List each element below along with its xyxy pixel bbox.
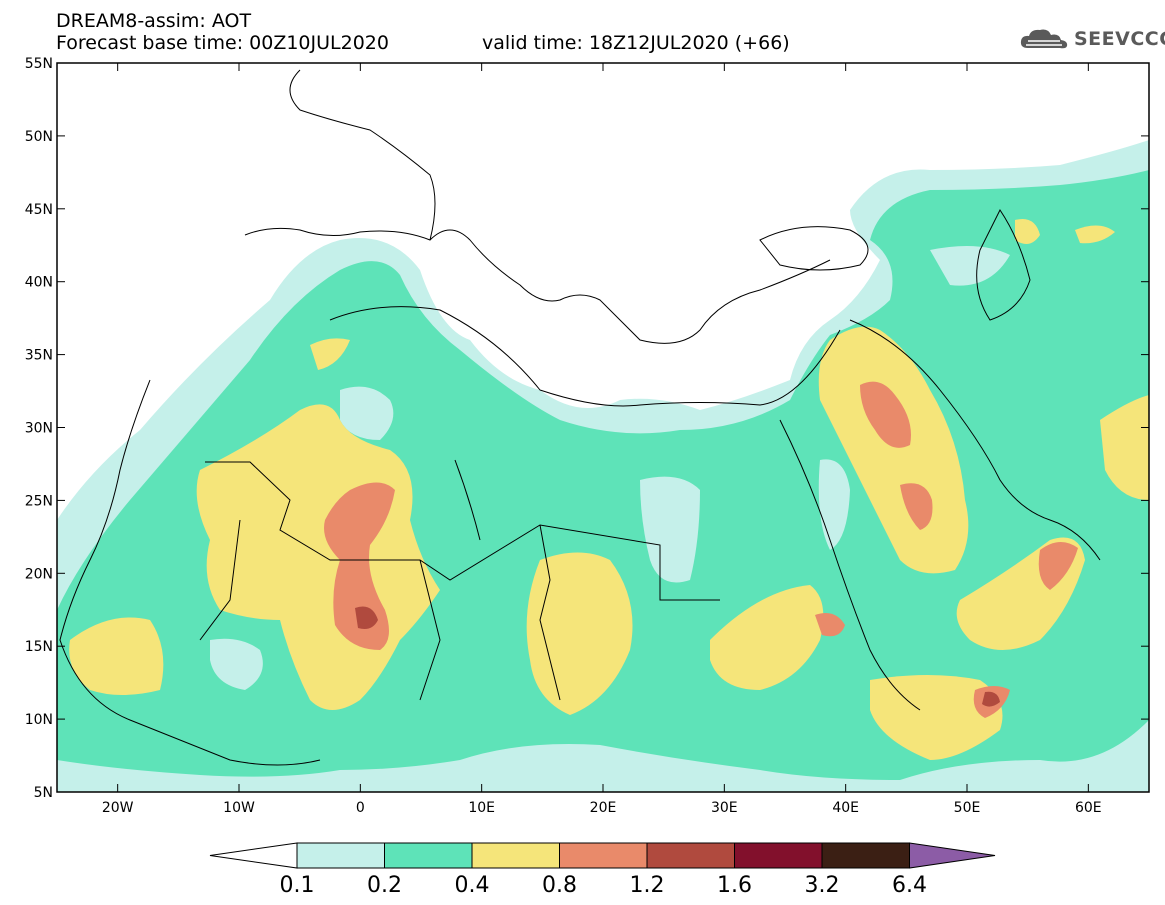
red-sea-coast	[779, 419, 921, 711]
lon-label: 20W	[102, 800, 134, 816]
colorbar-label: 0.4	[455, 873, 490, 898]
colorbar-min-arrow	[209, 842, 298, 869]
aot-band-1.2	[355, 606, 378, 629]
colorbar-label: 1.2	[630, 873, 665, 898]
aot-hole	[210, 638, 263, 690]
caspian-coast	[976, 209, 1031, 321]
lon-label: 50E	[954, 800, 981, 816]
seevccc-logo: SEEVCCC	[1018, 26, 1165, 52]
coastlines	[59, 69, 1101, 766]
colorbar-swatch	[646, 842, 735, 869]
aot-band-1.2	[982, 691, 1000, 707]
lon-label: 10W	[223, 800, 255, 816]
africa-borders	[199, 459, 720, 701]
aot-band-0.8	[815, 612, 845, 637]
cloud-icon	[1020, 29, 1068, 49]
lon-label: 10E	[468, 800, 495, 816]
lat-label: 55N	[25, 56, 53, 72]
aot-band-0.4	[1100, 395, 1149, 500]
map-title: DREAM8-assim: AOT	[56, 10, 252, 32]
africa-coast	[59, 306, 841, 766]
map-frame	[56, 62, 1150, 793]
lon-label: 30E	[711, 800, 738, 816]
aot-hole	[340, 386, 394, 440]
lat-label: 45N	[25, 202, 53, 218]
aot-field	[57, 140, 1149, 792]
lat-label: 50N	[25, 129, 53, 145]
forecast-base-time: Forecast base time: 00Z10JUL2020	[56, 32, 389, 54]
aot-band-0.8	[1038, 541, 1078, 590]
aot-band-0.8	[324, 482, 395, 650]
colorbar-swatch	[471, 842, 560, 869]
europe-coast	[244, 69, 831, 344]
colorbar-swatch	[821, 842, 910, 869]
lat-label: 30N	[25, 421, 53, 437]
lat-label: 25N	[25, 493, 53, 509]
aot-band-0.4	[69, 617, 164, 695]
colorbar-label: 1.6	[717, 873, 752, 898]
black-sea-coast	[759, 226, 869, 271]
aot-hole	[818, 459, 850, 550]
colorbar-swatch	[384, 842, 473, 869]
colorbar-label: 0.2	[367, 873, 402, 898]
colorbar-swatch	[559, 842, 648, 869]
colorbar-swatch	[734, 842, 823, 869]
aot-band-0.4	[310, 338, 350, 370]
colorbar-label: 6.4	[892, 873, 927, 898]
lon-label: 40E	[832, 800, 859, 816]
lat-label: 40N	[25, 275, 53, 291]
colorbar-label: 0.1	[280, 873, 315, 898]
colorbar-label: 3.2	[805, 873, 840, 898]
aot-band-0.8	[900, 483, 933, 530]
arabia-coast	[849, 319, 1101, 561]
lat-label: 20N	[25, 566, 53, 582]
logo-text: SEEVCCC	[1074, 28, 1165, 50]
lat-label: 15N	[25, 639, 53, 655]
colorbar-swatch	[296, 842, 385, 869]
colorbar: 0.1 0.2 0.4 0.8 1.2 1.6 3.2 6.4	[209, 842, 996, 898]
aot-band-0.4	[1075, 225, 1115, 244]
valid-time: valid time: 18Z12JUL2020 (+66)	[482, 32, 790, 54]
lat-label: 10N	[25, 712, 53, 728]
lat-label: 5N	[34, 785, 53, 801]
aot-hole	[930, 246, 1010, 286]
lon-label: 20E	[590, 800, 617, 816]
lat-labels: 5N 10N 15N 20N 25N 30N 35N 40N 45N 50N 55N	[25, 56, 53, 801]
lon-labels: 20W 10W 0 10E 20E 30E 40E 50E 60E	[102, 800, 1102, 816]
colorbar-label: 0.8	[542, 873, 577, 898]
aot-band-0.4	[1015, 219, 1040, 244]
aot-band-0.4	[710, 585, 824, 690]
aot-band-0.8	[860, 381, 911, 448]
lon-label: 60E	[1075, 800, 1102, 816]
lon-label: 0	[356, 800, 365, 816]
aot-hole	[640, 476, 700, 583]
colorbar-max-arrow	[909, 842, 996, 869]
lat-label: 35N	[25, 348, 53, 364]
